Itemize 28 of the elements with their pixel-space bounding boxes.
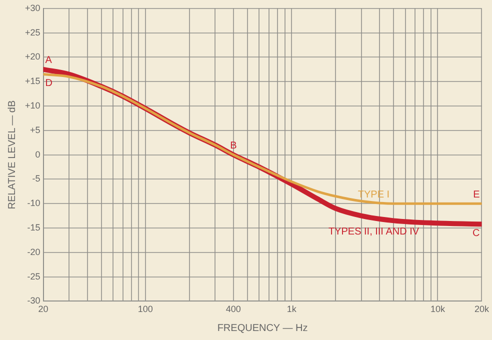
- y-tick-label: +5: [30, 124, 40, 135]
- series-label: TYPES II, III AND IV: [328, 226, 420, 238]
- y-tick-label: +15: [24, 76, 40, 86]
- y-tick-label: -15: [27, 222, 40, 232]
- y-tick-label: -10: [27, 198, 40, 208]
- y-tick-label: -5: [32, 174, 40, 184]
- x-tick-label: 100: [138, 304, 153, 314]
- y-tick-label: +30: [24, 2, 40, 13]
- y-tick-label: +10: [24, 100, 40, 110]
- annotation: E: [473, 189, 480, 200]
- x-tick-label: 20k: [474, 304, 490, 314]
- annotation: A: [45, 55, 52, 66]
- x-tick-label: 20: [38, 304, 48, 314]
- x-axis-title: FREQUENCY — Hz: [217, 322, 308, 334]
- annotation: C: [472, 228, 480, 239]
- y-tick-label: +20: [24, 52, 40, 62]
- y-axis-title: RELATIVE LEVEL — dB: [6, 100, 18, 210]
- y-tick-label: -25: [27, 271, 40, 282]
- y-tick-label: -30: [27, 296, 40, 306]
- series-label: TYPE I: [358, 189, 390, 200]
- x-tick-label: 1k: [286, 304, 297, 314]
- annotation: B: [230, 140, 238, 152]
- y-tick-label: +25: [24, 27, 40, 38]
- y-tick-label: -20: [27, 246, 40, 257]
- x-tick-label: 400: [226, 304, 241, 314]
- x-tick-label: 10k: [430, 304, 446, 314]
- y-tick-label: 0: [35, 149, 40, 160]
- annotation: D: [45, 78, 52, 90]
